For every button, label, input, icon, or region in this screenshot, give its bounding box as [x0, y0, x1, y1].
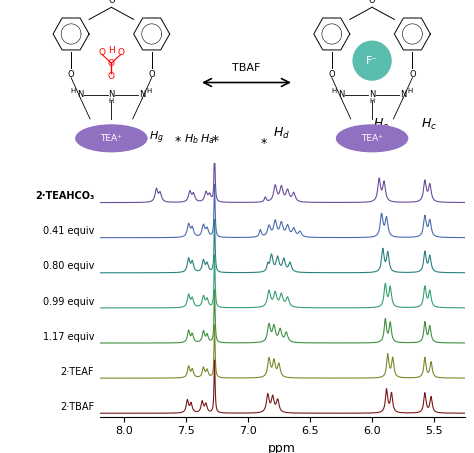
Text: N: N [338, 90, 345, 99]
Text: $H_d$: $H_d$ [273, 126, 290, 141]
Text: TEA⁺: TEA⁺ [100, 134, 122, 143]
Text: $H_a$: $H_a$ [200, 133, 214, 146]
Text: H: H [109, 98, 114, 104]
Text: *: * [211, 134, 218, 148]
Text: TBAF: TBAF [232, 63, 261, 73]
Text: 0.80 equiv: 0.80 equiv [43, 261, 94, 271]
Text: *: * [174, 135, 181, 148]
Text: $H_b$: $H_b$ [183, 133, 199, 146]
Text: H: H [407, 88, 413, 94]
Text: 0.99 equiv: 0.99 equiv [43, 297, 94, 307]
Text: O: O [108, 0, 115, 5]
Text: TEA⁺: TEA⁺ [361, 134, 383, 143]
Text: O: O [148, 70, 155, 79]
Text: O: O [108, 58, 115, 67]
Text: $H_c$: $H_c$ [420, 117, 437, 132]
Text: O: O [369, 0, 375, 5]
Text: H: H [331, 88, 337, 94]
Text: N: N [139, 90, 146, 99]
Text: O: O [328, 70, 335, 79]
Text: N: N [108, 90, 115, 99]
Text: 0.41 equiv: 0.41 equiv [43, 226, 94, 236]
Text: F⁻: F⁻ [366, 56, 378, 66]
Text: H: H [146, 88, 152, 94]
Text: O: O [99, 48, 105, 57]
Text: 2·TEAHCO₃: 2·TEAHCO₃ [35, 191, 94, 201]
Text: H: H [369, 98, 375, 104]
Circle shape [353, 41, 391, 80]
Text: $H_e$: $H_e$ [374, 117, 390, 132]
Text: N: N [400, 90, 406, 99]
Text: N: N [369, 90, 375, 99]
Text: $H_g$: $H_g$ [149, 130, 164, 146]
X-axis label: ppm: ppm [268, 442, 296, 453]
Text: O: O [68, 70, 74, 79]
Text: *: * [261, 137, 267, 150]
Ellipse shape [337, 125, 408, 152]
Text: O: O [118, 48, 124, 57]
Text: 1.17 equiv: 1.17 equiv [43, 332, 94, 342]
Text: O: O [409, 70, 416, 79]
Text: O: O [108, 72, 115, 81]
Text: 2·TEAF: 2·TEAF [61, 367, 94, 377]
Text: N: N [77, 90, 84, 99]
Text: 2·TBAF: 2·TBAF [60, 402, 94, 412]
Text: H: H [71, 88, 76, 94]
Ellipse shape [76, 125, 147, 152]
Text: H: H [108, 47, 115, 55]
